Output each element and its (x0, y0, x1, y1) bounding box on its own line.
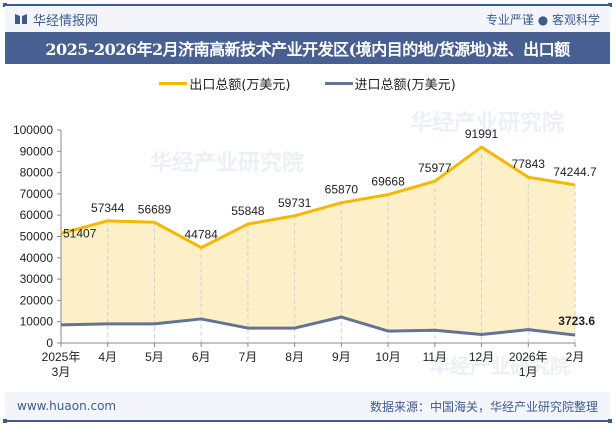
data-label-export: 74244.7 (553, 165, 597, 179)
data-label-export: 57344 (91, 201, 125, 215)
y-tick-label: 50000 (20, 230, 54, 244)
x-tick-label: 3月 (52, 365, 71, 379)
data-label-export: 59731 (278, 196, 312, 210)
export-area-fill (61, 147, 575, 343)
header-bar: 华经情报网 专业严谨 ● 客观科学 (5, 6, 610, 32)
legend-export-label: 出口总额(万美元) (189, 78, 291, 93)
data-label-export: 44784 (184, 228, 218, 242)
x-tick-label: 6月 (192, 350, 211, 364)
bottom-rule (3, 419, 612, 423)
data-label-export: 75977 (418, 161, 452, 175)
brand: 华经情报网 (15, 10, 98, 29)
legend-export[interactable]: 出口总额(万美元) (159, 74, 291, 93)
y-tick-label: 70000 (20, 187, 54, 201)
legend: 出口总额(万美元) 进口总额(万美元) (0, 74, 615, 93)
footer-bar: www.huaon.com 数据来源：中国海关，华经产业研究院整理 (5, 392, 610, 420)
y-tick-label: 80000 (20, 166, 54, 180)
x-tick-label: 11月 (423, 350, 447, 364)
y-tick-label: 100000 (13, 123, 53, 137)
top-rule (3, 3, 612, 7)
slogan: 专业严谨 ● 客观科学 (485, 12, 600, 27)
logo-icon (15, 14, 27, 24)
x-tick-label: 4月 (98, 350, 117, 364)
data-label-import: 3723.6 (558, 314, 595, 328)
y-tick-label: 10000 (20, 315, 54, 329)
x-tick-label: 1月 (519, 365, 538, 379)
y-tick-label: 90000 (20, 144, 54, 158)
data-label-export: 65870 (325, 183, 359, 197)
x-tick-label: 7月 (239, 350, 258, 364)
x-tick-label: 12月 (469, 350, 494, 364)
brand-name: 华经情报网 (33, 13, 99, 29)
legend-import-label: 进口总额(万美元) (354, 78, 456, 93)
data-label-export: 69668 (371, 175, 405, 189)
y-tick-label: 30000 (20, 272, 54, 286)
x-tick-label: 2025年 (42, 350, 81, 364)
data-label-export: 77843 (512, 157, 546, 171)
import-swatch (324, 82, 353, 85)
x-tick-label: 9月 (332, 350, 351, 364)
x-tick-label: 10月 (375, 350, 400, 364)
y-tick-label: 0 (46, 336, 53, 350)
export-line (60, 145, 576, 250)
export-swatch (159, 82, 188, 85)
y-tick-label: 40000 (20, 251, 54, 265)
y-tick-label: 60000 (20, 208, 54, 222)
import-area-fill (61, 317, 575, 343)
y-tick-label: 20000 (20, 293, 54, 307)
footer-source: 数据来源：中国海关，华经产业研究院整理 (369, 399, 598, 414)
data-label-export: 91991 (465, 127, 499, 141)
chart-area: 0 10000 20000 30000 40000 50000 60000 70000 8000… (13, 123, 597, 379)
data-label-export: 51407 (63, 227, 97, 241)
import-line (60, 315, 576, 337)
x-tick-label: 2月 (566, 350, 585, 364)
data-label-export: 55848 (231, 204, 265, 218)
legend-import[interactable]: 进口总额(万美元) (324, 74, 456, 93)
x-tick-label: 8月 (285, 350, 304, 364)
x-tick-label: 2026年 (509, 350, 548, 364)
footer-website[interactable]: www.huaon.com (17, 399, 117, 413)
data-label-export: 56689 (138, 202, 172, 216)
chart-title: 2025-2026年2月济南高新技术产业开发区(境内目的地/货源地)进、出口额 (5, 32, 610, 64)
x-tick-label: 5月 (145, 350, 164, 364)
